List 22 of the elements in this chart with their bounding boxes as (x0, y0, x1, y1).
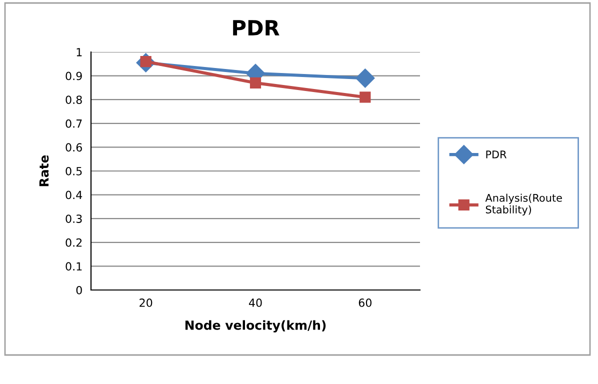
y-tick-label: 0.7 (66, 119, 82, 128)
y-tick-label: 0.2 (66, 238, 82, 247)
legend-label: Analysis(Route Stability) (485, 194, 562, 216)
point (250, 77, 262, 88)
y-tick-label: 0.6 (66, 143, 82, 152)
x-axis-title: Node velocity(km/h) (185, 320, 326, 332)
x-tick-label: 40 (248, 298, 262, 307)
chart-title: PDR (233, 20, 280, 36)
y-tick-label: 0.5 (66, 166, 82, 176)
y-tick-label: 1 (76, 48, 82, 56)
y-tick-label: 0.8 (66, 96, 82, 104)
x-tick-label: 60 (358, 298, 372, 307)
legend-label: PDR (486, 150, 506, 158)
y-tick-label: 0.4 (66, 190, 82, 200)
y-tick-label: 0.3 (66, 214, 82, 223)
point (356, 68, 375, 88)
y-axis-title: Rate (39, 155, 49, 186)
y-tick-label: 0.1 (66, 262, 82, 271)
x-tick-label: 20 (140, 298, 152, 307)
point (360, 92, 371, 103)
y-tick-label: 0 (76, 286, 82, 294)
y-tick-label: 0.9 (66, 72, 82, 80)
